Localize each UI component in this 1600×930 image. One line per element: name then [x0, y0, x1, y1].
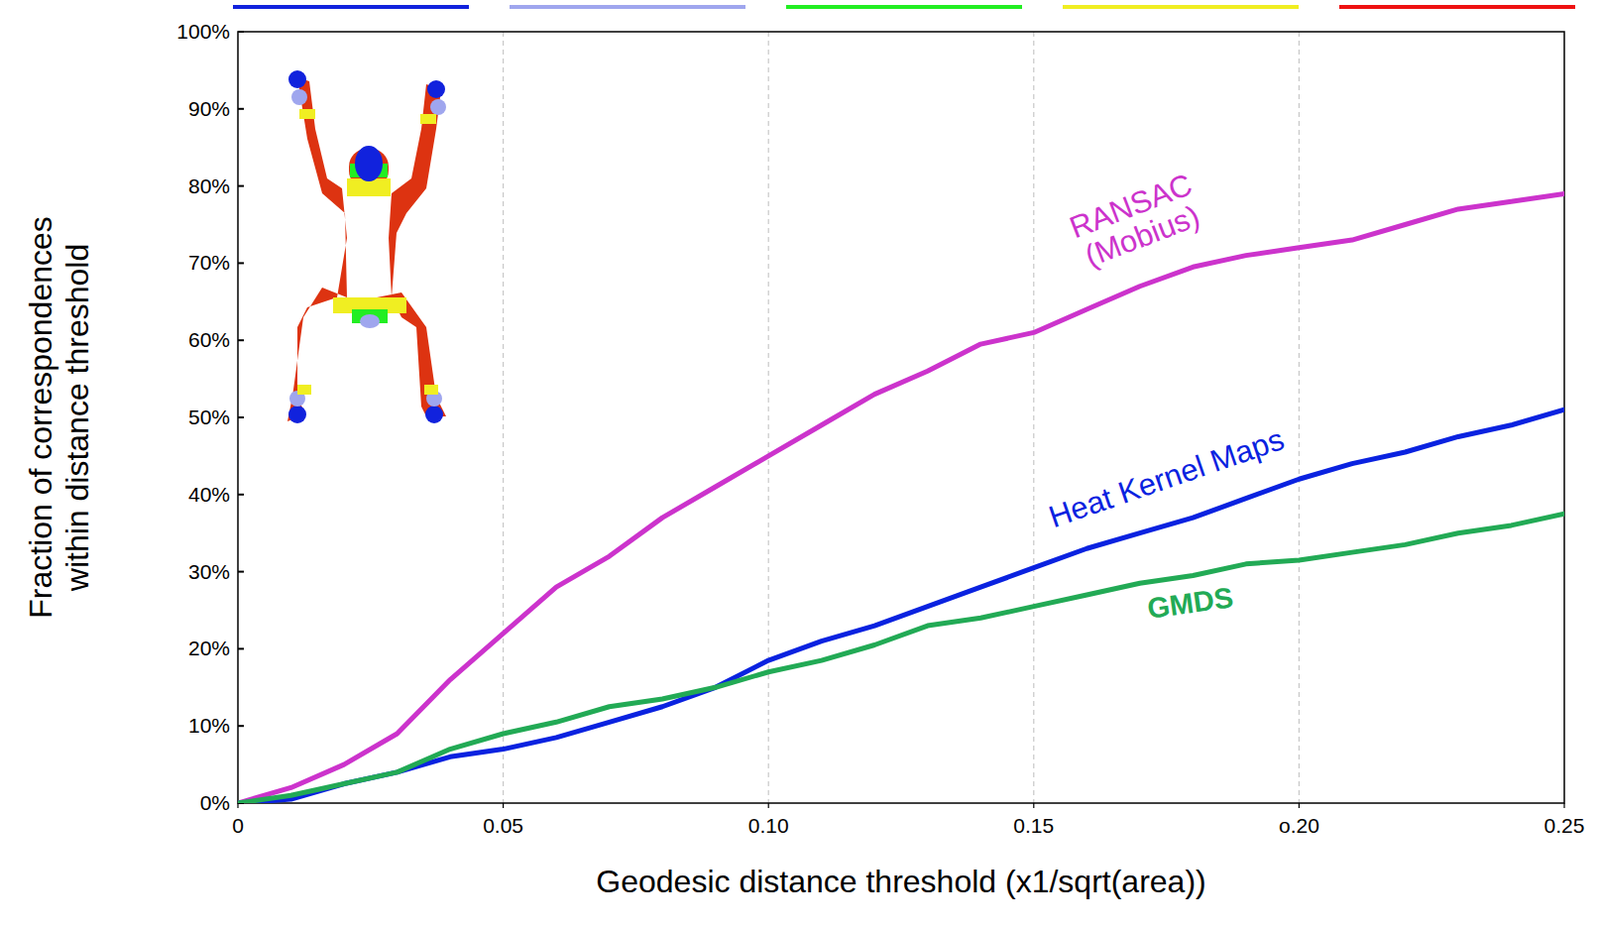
y-tick: [237, 261, 244, 264]
inset-part: [359, 314, 380, 329]
grid-line: [1298, 31, 1300, 803]
y-tick-label: 80%: [188, 174, 230, 198]
inset-part: [424, 384, 439, 395]
color-key-bar: [232, 4, 469, 9]
grid-line: [502, 31, 504, 803]
y-tick-label: 10%: [188, 713, 230, 737]
y-tick-label: 70%: [188, 250, 230, 274]
series-line: [237, 409, 1565, 803]
inset-part: [299, 109, 316, 119]
series-line: [237, 193, 1565, 803]
y-tick-label: 20%: [188, 636, 230, 660]
x-tick-label: o.20: [1278, 813, 1320, 837]
inset-part: [288, 70, 307, 89]
inset-part: [354, 145, 383, 182]
y-tick: [237, 493, 244, 496]
y-tick: [237, 339, 244, 342]
inset-part: [297, 384, 312, 395]
inset-part: [425, 405, 444, 424]
y-tick-label: 100%: [176, 19, 230, 43]
y-tick-label: 40%: [188, 482, 230, 506]
y-tick-label: 0%: [200, 791, 230, 814]
grid-line: [768, 31, 770, 803]
y-tick-label: 90%: [188, 97, 230, 120]
y-tick: [237, 647, 244, 650]
inset-part: [287, 77, 447, 422]
y-tick: [237, 30, 244, 33]
series-label: Heat Kernel Maps: [1044, 421, 1289, 535]
y-tick-label: 50%: [188, 405, 230, 429]
inset-part: [288, 405, 307, 424]
inset-part: [291, 89, 308, 106]
x-tick-label: 0.10: [748, 813, 790, 837]
x-tick-label: 0: [231, 813, 244, 837]
inset-figure: [287, 70, 447, 424]
inset-part: [427, 80, 446, 99]
y-tick: [237, 185, 244, 188]
color-key-bar: [786, 4, 1023, 9]
plot-frame: [237, 31, 1565, 803]
y-tick: [237, 108, 244, 111]
x-tick: [768, 802, 770, 808]
chart: 0 0.05 0.10 0.15 o.20 0.25 0% 10% 20% 30% 40% 50% 60…: [0, 0, 1600, 930]
color-key-bar: [509, 4, 746, 9]
series-label: RANSAC(Mobius): [1064, 166, 1209, 275]
x-tick: [1032, 802, 1034, 808]
x-axis-title: Geodesic distance threshold (x1/sqrt(are…: [595, 863, 1206, 900]
series-line: [237, 513, 1565, 803]
inset-part: [420, 114, 437, 124]
color-key-bar: [1062, 4, 1299, 9]
series-label: GMDS: [1144, 580, 1236, 625]
x-tick-label: 0.05: [482, 813, 524, 837]
grid-line: [1032, 31, 1034, 803]
y-tick: [237, 571, 244, 573]
y-axis-title: within distance threshold: [59, 243, 96, 592]
x-tick: [1563, 802, 1565, 808]
color-key-bar: [1339, 4, 1576, 9]
y-tick: [237, 724, 244, 727]
inset-part: [430, 99, 447, 115]
x-tick-label: 0.15: [1013, 813, 1054, 837]
y-axis-title: Fraction of correspondences: [22, 216, 59, 619]
series-group: [237, 193, 1565, 803]
x-tick-label: 0.25: [1544, 813, 1586, 837]
y-tick-label: 30%: [188, 560, 230, 583]
x-tick: [1298, 802, 1300, 808]
y-tick-label: 60%: [188, 328, 230, 351]
x-tick: [502, 802, 504, 808]
y-tick: [237, 416, 244, 419]
